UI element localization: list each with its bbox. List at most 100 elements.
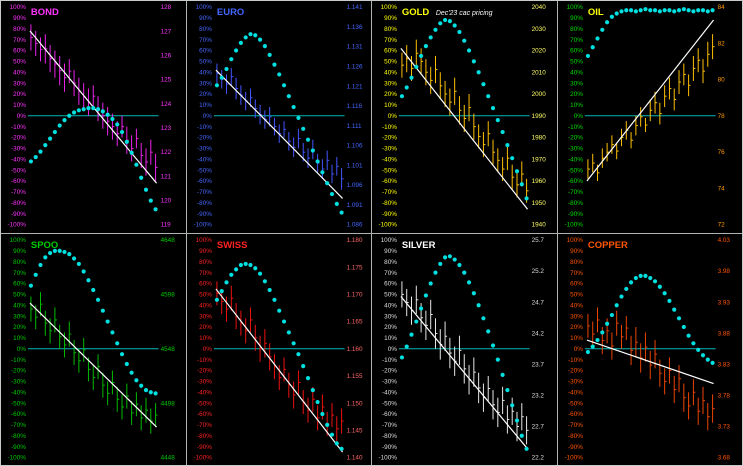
left-axis-label: -50% bbox=[382, 400, 397, 407]
right-axis-label: 1.101 bbox=[346, 162, 362, 169]
chart-svg: 100% 90% 80% 70% 60% 50% 40% 30% 20% 10% 0% -10% -20… bbox=[7, 4, 171, 229]
left-axis: 100% 90% 80% 70% 60% 50% 40% 30% 20% 10% 0% -10% -20… bbox=[379, 237, 398, 462]
oscillator-dot bbox=[262, 278, 267, 283]
left-axis-label: -80% bbox=[568, 432, 583, 439]
oscillator-dot bbox=[524, 196, 529, 201]
right-axis-label: 1.111 bbox=[346, 123, 361, 130]
oscillator-dot bbox=[590, 45, 595, 50]
right-axis-label: 1.116 bbox=[346, 103, 362, 110]
oscillator-dot bbox=[414, 318, 419, 324]
oscillator-dot bbox=[705, 357, 710, 362]
left-axis-label: 80% bbox=[13, 258, 26, 265]
left-axis-label: -90% bbox=[568, 443, 583, 450]
oscillator-dot bbox=[233, 266, 238, 271]
left-axis-label: 80% bbox=[570, 258, 583, 265]
oscillator-dot bbox=[148, 389, 153, 394]
left-axis-label: -20% bbox=[11, 135, 26, 142]
left-axis-label: 0% bbox=[17, 113, 27, 120]
right-axis-label: 3.88 bbox=[717, 330, 730, 337]
left-axis-label: 90% bbox=[570, 248, 583, 255]
left-axis-label: -50% bbox=[197, 167, 212, 174]
price-bars bbox=[30, 291, 158, 434]
oscillator-dot bbox=[262, 44, 267, 49]
right-axis-label: 23.2 bbox=[532, 392, 545, 399]
oscillator-dot bbox=[257, 37, 262, 42]
oscillator-dot bbox=[657, 9, 662, 14]
oscillator-dot bbox=[423, 292, 428, 298]
right-axis-label: 4448 bbox=[161, 454, 176, 461]
oscillator-dot bbox=[134, 162, 139, 167]
left-axis-label: -10% bbox=[568, 356, 583, 363]
oscillator-dot bbox=[690, 9, 695, 14]
left-axis: 100% 90% 80% 70% 60% 50% 40% 30% 20% 10% 0% -10% -20… bbox=[379, 4, 398, 229]
oscillator-dot bbox=[305, 137, 310, 142]
oscillator-dot bbox=[286, 94, 291, 99]
oscillator-dot bbox=[690, 340, 695, 345]
oscillator-dot bbox=[52, 129, 57, 135]
left-axis-label: 40% bbox=[570, 69, 583, 76]
oscillator-dot bbox=[329, 191, 334, 197]
left-axis-label: 40% bbox=[384, 69, 397, 76]
left-axis-label: 90% bbox=[13, 15, 26, 22]
left-axis-label: 30% bbox=[199, 313, 212, 320]
right-axis-label: 1970 bbox=[532, 156, 547, 163]
left-axis-label: -50% bbox=[197, 400, 212, 407]
oscillator-dot bbox=[243, 35, 248, 40]
right-axis-label: 1990 bbox=[532, 113, 547, 120]
oscillator-dot bbox=[76, 108, 81, 113]
panel-title: OIL bbox=[587, 7, 603, 18]
left-axis: 100% 90% 80% 70% 60% 50% 40% 30% 20% 10% 0% -10% -20… bbox=[193, 4, 212, 229]
oscillator-dot bbox=[638, 273, 643, 278]
left-axis-label: 90% bbox=[570, 15, 583, 22]
left-axis-label: -70% bbox=[568, 422, 583, 429]
left-axis-label: -40% bbox=[11, 389, 26, 396]
left-axis-label: -20% bbox=[568, 135, 583, 142]
right-axis-label: 84 bbox=[717, 4, 725, 11]
oscillator-dot bbox=[404, 343, 409, 349]
right-axis-label: 1.170 bbox=[346, 291, 362, 298]
oscillator-dot bbox=[334, 201, 339, 206]
right-axis-label: 4648 bbox=[161, 237, 176, 244]
price-bars bbox=[30, 24, 158, 182]
right-axis-label: 1.121 bbox=[346, 83, 362, 90]
oscillator-dots bbox=[399, 17, 529, 201]
oscillator-dot bbox=[614, 302, 619, 307]
oscillator-dot bbox=[486, 94, 491, 99]
oscillator-dot bbox=[57, 123, 62, 128]
oscillator-dot bbox=[100, 109, 105, 114]
left-axis-label: -30% bbox=[11, 146, 26, 153]
trendline bbox=[585, 19, 714, 182]
chart-panel-copper: 100% 90% 80% 70% 60% 50% 40% 30% 20% 10% 0% -10% -20… bbox=[557, 233, 742, 465]
oscillator-dot bbox=[447, 253, 452, 258]
oscillator-dot bbox=[143, 187, 149, 192]
oscillator-dot bbox=[48, 250, 53, 255]
oscillator-dot bbox=[267, 287, 272, 292]
oscillator-dot bbox=[81, 268, 86, 274]
left-axis-label: -100% bbox=[193, 454, 212, 461]
left-axis-label: -90% bbox=[11, 443, 26, 450]
left-axis-label: 40% bbox=[13, 69, 26, 76]
left-axis-label: -60% bbox=[568, 178, 583, 185]
left-axis-label: 0% bbox=[202, 113, 212, 120]
left-axis-label: -100% bbox=[193, 222, 212, 229]
chart-svg: 100% 90% 80% 70% 60% 50% 40% 30% 20% 10% 0% -10% -20… bbox=[193, 4, 362, 229]
oscillator-dot bbox=[433, 27, 438, 32]
oscillator-dot bbox=[623, 286, 628, 291]
left-axis-label: -10% bbox=[11, 124, 26, 131]
left-axis-label: 40% bbox=[13, 302, 26, 309]
oscillator-dot bbox=[286, 329, 291, 335]
oscillator-dot bbox=[338, 446, 344, 451]
price-bars bbox=[586, 306, 715, 430]
right-axis-label: 72 bbox=[717, 222, 725, 229]
chart-svg: 100% 90% 80% 70% 60% 50% 40% 30% 20% 10% 0% -10% -20… bbox=[564, 4, 725, 229]
oscillator-dot bbox=[490, 342, 496, 348]
left-axis-label: 60% bbox=[570, 48, 583, 55]
left-axis-label: 0% bbox=[573, 345, 583, 352]
left-axis-label: -10% bbox=[382, 356, 397, 363]
left-axis-label: 60% bbox=[384, 280, 397, 287]
left-axis-label: -40% bbox=[11, 156, 26, 163]
oscillator-dot bbox=[505, 387, 510, 392]
right-axis: 1.180 1.175 1.170 1.165 1.160 1.155 1.150 1.145… bbox=[346, 237, 362, 462]
left-axis-label: 20% bbox=[570, 324, 583, 331]
trendline bbox=[586, 338, 714, 384]
